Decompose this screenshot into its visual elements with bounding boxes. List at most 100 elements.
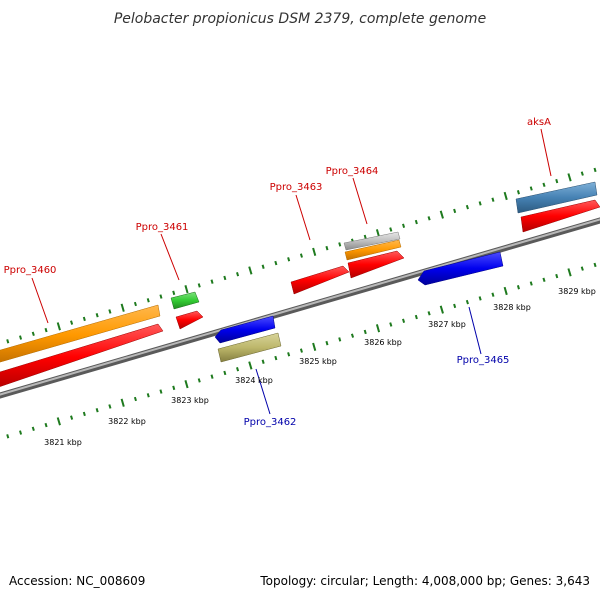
kbp-label-3826: 3826 kbp xyxy=(364,338,402,347)
kbp-label-3827: 3827 kbp xyxy=(428,320,466,329)
lower-track-minor-tick xyxy=(274,355,278,361)
upper-track-minor-tick xyxy=(580,171,584,176)
cds-aksa[interactable] xyxy=(520,199,600,233)
upper-track-minor-tick xyxy=(95,313,99,318)
lower-track-major-tick xyxy=(248,361,253,370)
upper-track-minor-tick xyxy=(389,227,393,232)
lower-track-major-tick xyxy=(375,324,381,333)
lower-track-minor-tick xyxy=(338,337,342,342)
lower-track-minor-tick xyxy=(133,396,137,402)
lower-track-minor-tick xyxy=(210,374,214,379)
upper-track-major-tick xyxy=(248,266,253,275)
lower-track-minor-tick xyxy=(529,281,533,286)
label-ppro-3460[interactable]: Ppro_3460 xyxy=(4,265,57,276)
lower-track-minor-tick xyxy=(363,329,367,335)
lower-track-minor-tick xyxy=(223,370,227,376)
upper-track-major-tick xyxy=(503,191,508,201)
upper-track-minor-tick xyxy=(236,272,240,277)
upper-track-minor-tick xyxy=(133,301,137,307)
lower-track-minor-tick xyxy=(70,415,74,420)
upper-track-minor-tick xyxy=(516,190,520,195)
upper-track-major-tick xyxy=(312,247,317,256)
upper-track-minor-tick xyxy=(491,197,495,202)
cds-ppro-3464[interactable] xyxy=(347,250,405,279)
gene-ppro-3462[interactable] xyxy=(214,315,276,344)
kbp-label-3825: 3825 kbp xyxy=(299,357,337,366)
lower-track-minor-tick xyxy=(197,378,201,383)
upper-track-minor-tick xyxy=(593,167,597,173)
lower-track-major-tick xyxy=(184,380,189,389)
upper-track-minor-tick xyxy=(31,331,35,337)
upper-track-minor-tick xyxy=(427,216,431,221)
lower-track-minor-tick xyxy=(580,266,584,271)
kbp-label-3823: 3823 kbp xyxy=(171,396,209,405)
gene-ppro-3460[interactable] xyxy=(0,304,161,365)
lower-track-minor-tick xyxy=(555,273,559,279)
lower-track-minor-tick xyxy=(82,411,86,417)
upper-track-minor-tick xyxy=(402,223,406,228)
lower-track-minor-tick xyxy=(542,277,546,283)
lower-track-minor-tick xyxy=(299,348,303,353)
upper-track-minor-tick xyxy=(338,242,342,247)
lower-track-minor-tick xyxy=(236,367,240,372)
lower-track-minor-tick xyxy=(427,311,431,316)
label-aksa[interactable]: aksA xyxy=(527,117,551,128)
gene-aksa[interactable] xyxy=(515,181,598,214)
lower-track-major-tick xyxy=(56,417,61,426)
lower-track-major-tick xyxy=(120,398,125,407)
cds-ppro-3462[interactable] xyxy=(217,332,282,363)
upper-track-minor-tick xyxy=(261,264,265,269)
kbp-label-3822: 3822 kbp xyxy=(108,417,146,426)
upper-track-major-tick xyxy=(567,173,572,182)
upper-track-minor-tick xyxy=(555,178,559,184)
label-ppro-3465[interactable]: Ppro_3465 xyxy=(457,355,510,366)
gene-ppro-3464[interactable] xyxy=(344,239,402,261)
label-ppro-3463[interactable]: Ppro_3463 xyxy=(270,182,323,193)
gene-ppro-3465[interactable] xyxy=(417,251,504,286)
lower-track-minor-tick xyxy=(44,422,48,428)
upper-track-minor-tick xyxy=(529,186,533,191)
lower-track-minor-tick xyxy=(172,385,176,391)
kbp-label-3821: 3821 kbp xyxy=(44,438,82,447)
upper-track-minor-tick xyxy=(210,279,214,284)
upper-track-minor-tick xyxy=(19,335,23,340)
upper-track-minor-tick xyxy=(478,201,482,206)
upper-track-major-tick xyxy=(439,210,444,219)
label-ppro-3461[interactable]: Ppro_3461 xyxy=(136,222,189,233)
upper-track-minor-tick xyxy=(542,182,546,188)
lower-track-minor-tick xyxy=(350,333,355,338)
cds-ppro-3460[interactable] xyxy=(0,323,164,390)
upper-track-minor-tick xyxy=(465,204,469,210)
label-ppro-3462[interactable]: Ppro_3462 xyxy=(244,417,297,428)
label-leader-lines xyxy=(31,128,552,415)
topology-text: Topology: circular; Length: 4,008,000 bp… xyxy=(260,574,590,588)
gene-ppro-3461[interactable] xyxy=(170,291,200,310)
upper-track-minor-tick xyxy=(274,260,278,266)
lower-track-minor-tick xyxy=(19,430,23,435)
upper-track-minor-tick xyxy=(159,294,163,299)
upper-track-minor-tick xyxy=(197,283,201,288)
lower-track-minor-tick xyxy=(159,389,163,394)
upper-track-minor-tick xyxy=(172,290,176,296)
lower-track-minor-tick xyxy=(465,299,469,305)
map-title: Pelobacter propionicus DSM 2379, complet… xyxy=(114,11,486,27)
cds-ppro-3461[interactable] xyxy=(175,310,204,330)
cds-ppro-3463[interactable] xyxy=(290,265,350,295)
lower-track-minor-tick xyxy=(478,296,482,301)
upper-track-minor-tick xyxy=(146,298,150,303)
lower-track-minor-tick xyxy=(261,359,265,364)
kbp-label-3828: 3828 kbp xyxy=(493,303,531,312)
upper-track-major-tick xyxy=(120,303,125,312)
label-ppro-3464[interactable]: Ppro_3464 xyxy=(326,166,379,177)
gene-ppro-3464-grey[interactable] xyxy=(343,231,401,251)
genome-backbone-highlight xyxy=(0,218,600,396)
lower-track-minor-tick xyxy=(95,408,99,413)
lower-track-minor-tick xyxy=(146,393,150,398)
lower-track-minor-tick xyxy=(108,404,112,409)
upper-track-major-tick xyxy=(184,285,189,294)
lower-track-minor-tick xyxy=(31,426,35,432)
upper-track-minor-tick xyxy=(70,320,74,325)
upper-track-minor-tick xyxy=(82,316,86,322)
kbp-label-3829: 3829 kbp xyxy=(558,287,596,296)
upper-track-minor-tick xyxy=(287,257,291,262)
